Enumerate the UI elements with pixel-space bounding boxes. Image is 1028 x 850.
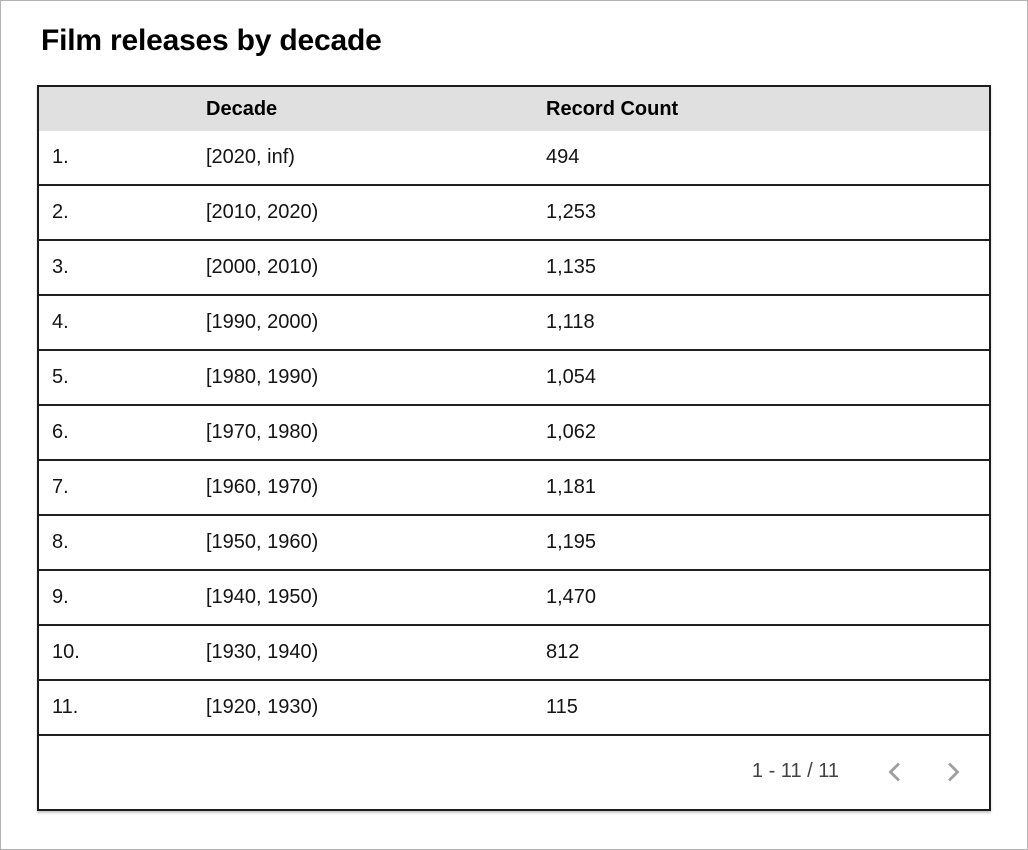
decade-cell: [1950, 1960) [206,515,546,571]
record-count-cell: 1,253 [546,185,989,241]
table-row: 6. [1970, 1980) 1,062 [39,405,989,461]
chevron-left-icon [883,760,907,784]
decade-cell: [2010, 2020) [206,185,546,241]
pagination-range: 1 - 11 / 11 [751,760,839,782]
table-row: 8. [1950, 1960) 1,195 [39,515,989,571]
decade-column-header[interactable]: Decade [206,87,546,131]
record-count-cell: 494 [546,131,989,186]
record-count-cell: 115 [546,680,989,736]
row-number-cell: 1. [39,131,206,186]
record-count-cell: 1,195 [546,515,989,571]
record-count-cell: 1,054 [546,350,989,406]
row-number-cell: 8. [39,515,206,571]
table-row: 3. [2000, 2010) 1,135 [39,240,989,296]
record-count-cell: 1,062 [546,405,989,461]
table-row: 11. [1920, 1930) 115 [39,680,989,736]
table-row: 5. [1980, 1990) 1,054 [39,350,989,406]
row-number-column-header [39,87,206,131]
header-row: Decade Record Count [39,87,989,131]
record-count-cell: 812 [546,625,989,681]
chevron-right-icon [941,760,965,784]
record-count-column-header[interactable]: Record Count [546,87,989,131]
table-row: 4. [1990, 2000) 1,118 [39,295,989,351]
row-number-cell: 3. [39,240,206,296]
record-count-cell: 1,118 [546,295,989,351]
row-number-cell: 9. [39,570,206,626]
record-count-cell: 1,470 [546,570,989,626]
table-row: 1. [2020, inf) 494 [39,131,989,186]
row-number-cell: 2. [39,185,206,241]
row-number-cell: 5. [39,350,206,406]
table-row: 7. [1960, 1970) 1,181 [39,460,989,516]
row-number-cell: 6. [39,405,206,461]
data-table-card: Decade Record Count 1. [2020, inf) 494 2… [37,85,991,811]
record-count-cell: 1,135 [546,240,989,296]
next-page-button[interactable] [939,758,967,786]
decade-cell: [1960, 1970) [206,460,546,516]
row-number-cell: 7. [39,460,206,516]
decade-cell: [1970, 1980) [206,405,546,461]
decade-cell: [1990, 2000) [206,295,546,351]
decade-cell: [2020, inf) [206,131,546,186]
decade-cell: [1930, 1940) [206,625,546,681]
row-number-cell: 11. [39,680,206,736]
record-count-cell: 1,181 [546,460,989,516]
page-title: Film releases by decade [41,24,382,57]
table-row: 10. [1930, 1940) 812 [39,625,989,681]
film-releases-table: Decade Record Count 1. [2020, inf) 494 2… [39,87,989,736]
row-number-cell: 10. [39,625,206,681]
decade-cell: [1980, 1990) [206,350,546,406]
row-number-cell: 4. [39,295,206,351]
table-row: 2. [2010, 2020) 1,253 [39,185,989,241]
decade-cell: [1940, 1950) [206,570,546,626]
decade-cell: [2000, 2010) [206,240,546,296]
decade-cell: [1920, 1930) [206,680,546,736]
table-row: 9. [1940, 1950) 1,470 [39,570,989,626]
previous-page-button[interactable] [881,758,909,786]
pagination-bar: 1 - 11 / 11 [39,736,989,807]
